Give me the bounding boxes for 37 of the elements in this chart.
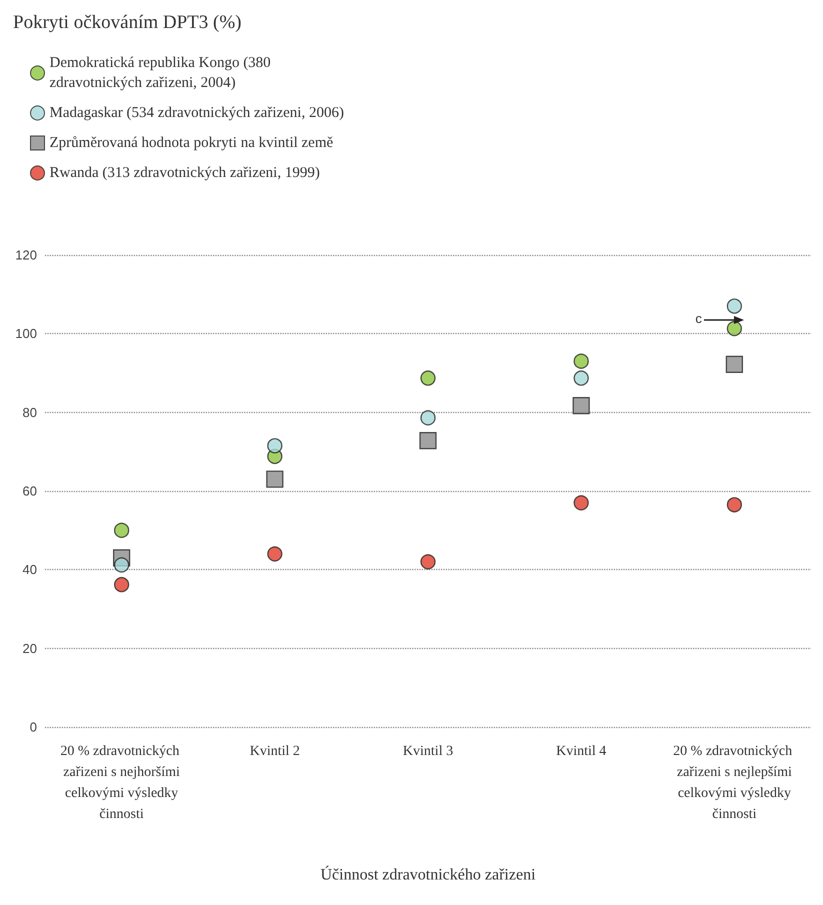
point: [266, 470, 284, 488]
y-tick-label: 80: [22, 404, 37, 420]
point: [574, 370, 589, 386]
point: [420, 554, 436, 570]
point: [267, 546, 282, 562]
y-tick-label: 60: [22, 484, 37, 498]
point: [574, 354, 589, 369]
point: [114, 577, 130, 592]
point: [420, 370, 436, 386]
x-tick-label: Kvintil 2: [250, 744, 300, 759]
point: [726, 320, 742, 336]
legend-label: Zprůměrovaná hodnota pokryti na kvintil země: [50, 135, 334, 151]
x-tick-label: 20 % zdravotnických zařizeni s nejlepšími celkovými výsledky činnosti: [673, 744, 796, 822]
x-tick-label: Kvintil 4: [556, 744, 606, 759]
point: [574, 495, 589, 510]
chart-title: Pokryti očkováním DPT3 (%): [13, 12, 242, 33]
y-tick-label: 0: [30, 720, 37, 734]
point: [267, 438, 282, 454]
legend-label: Rwanda (313 zdravotnických zařizeni, 1999): [50, 165, 320, 181]
y-tick-label: 40: [22, 562, 37, 578]
point: [726, 497, 742, 512]
legend-label: Madagaskar (534 zdravotnických zařizeni, 2006): [50, 105, 344, 121]
y-tick-label: 100: [15, 326, 37, 342]
annotation: c: [695, 310, 702, 326]
legend-label: Demokratická republika Kongo (380 zdravotnických zařizeni, 2004): [50, 55, 274, 91]
x-tick-label: Kvintil 3: [402, 744, 454, 759]
point: [572, 397, 590, 414]
x-axis-title: Účinnost zdravotnického zařizeni: [320, 866, 536, 884]
point: [114, 522, 130, 538]
point: [726, 298, 742, 314]
point: [114, 557, 130, 573]
x-tick-label: 20 % zdravotnických zařizeni s nejhoršími celkovými výsledky činnosti: [60, 744, 183, 822]
point: [420, 410, 436, 426]
y-tick-label: 20: [22, 640, 37, 656]
y-tick-label: 120: [15, 248, 37, 262]
point: [419, 432, 437, 450]
point: [726, 356, 743, 373]
